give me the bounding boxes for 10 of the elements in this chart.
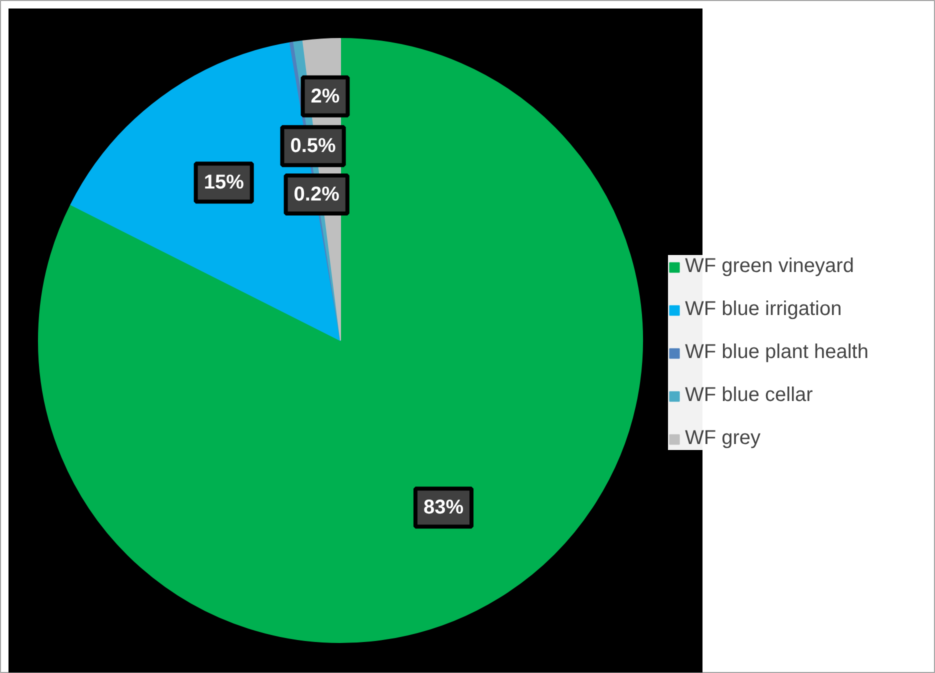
data-label: 2% [310, 85, 340, 108]
legend-label: WF blue plant health [685, 341, 868, 364]
legend-label: WF green vineyard [685, 255, 854, 278]
legend-label: WF blue irrigation [685, 298, 842, 321]
data-label: 83% [423, 496, 464, 519]
legend-label: WF grey [685, 427, 761, 450]
legend-label: WF blue cellar [685, 384, 813, 407]
data-label: 15% [204, 172, 244, 194]
data-label: 0.2% [294, 183, 340, 206]
data-label: 0.5% [290, 135, 336, 158]
